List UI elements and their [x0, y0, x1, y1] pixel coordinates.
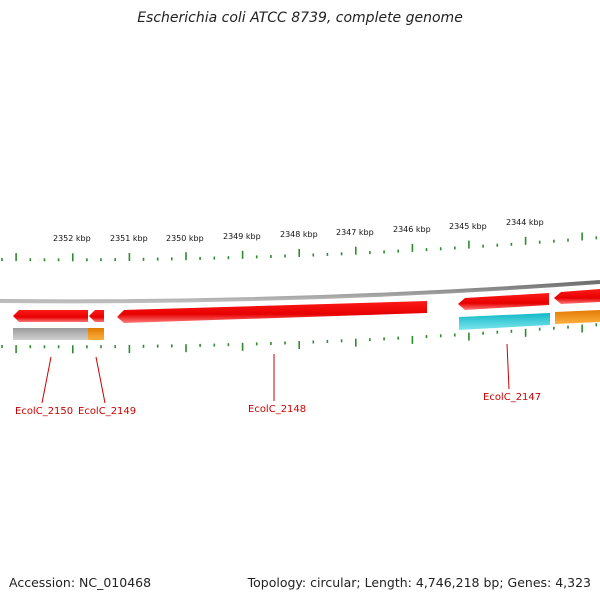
- gene-label-ecolc-2150[interactable]: EcolC_2150: [15, 406, 73, 417]
- gene-ecolc-2147-cds[interactable]: [458, 293, 549, 310]
- gene-ecolc-2150-cds[interactable]: [13, 310, 88, 322]
- label-leader-2147: [506, 343, 510, 390]
- scale-label: 2349 kbp: [223, 232, 261, 241]
- gene-ecolc-2147-feature[interactable]: [459, 313, 550, 330]
- scale-label: 2344 kbp: [506, 218, 544, 227]
- gene-next-feature[interactable]: [555, 310, 600, 324]
- scale-label: 2348 kbp: [280, 230, 318, 239]
- gene-label-ecolc-2147[interactable]: EcolC_2147: [483, 392, 541, 403]
- gene-label-ecolc-2148[interactable]: EcolC_2148: [248, 404, 306, 415]
- scale-label: 2352 kbp: [53, 234, 91, 243]
- genome-backbone: [0, 280, 600, 304]
- inner-scale-ticks: [1, 323, 598, 354]
- gene-ecolc-2150-feature[interactable]: [13, 328, 88, 340]
- scale-label: 2347 kbp: [336, 228, 374, 237]
- scale-label: 2351 kbp: [110, 234, 148, 243]
- gene-label-ecolc-2149[interactable]: EcolC_2149: [78, 406, 136, 417]
- gene-ecolc-2148-cds[interactable]: [117, 301, 427, 323]
- label-leader-2150: [41, 356, 52, 404]
- gene-next-cds[interactable]: [554, 289, 600, 304]
- label-leader-2149: [95, 356, 106, 404]
- map-title: Escherichia coli ATCC 8739, complete gen…: [137, 10, 463, 26]
- outer-scale-ticks: [1, 232, 598, 262]
- accession-text: Accession: NC_010468: [9, 575, 152, 590]
- scale-label: 2350 kbp: [166, 234, 204, 243]
- scale-label: 2346 kbp: [393, 225, 431, 234]
- gene-ecolc-2149-cds[interactable]: [89, 310, 104, 322]
- genome-summary-text: Topology: circular; Length: 4,746,218 bp…: [247, 575, 591, 590]
- scale-label: 2345 kbp: [449, 222, 487, 231]
- gene-ecolc-2149-feature[interactable]: [88, 328, 104, 340]
